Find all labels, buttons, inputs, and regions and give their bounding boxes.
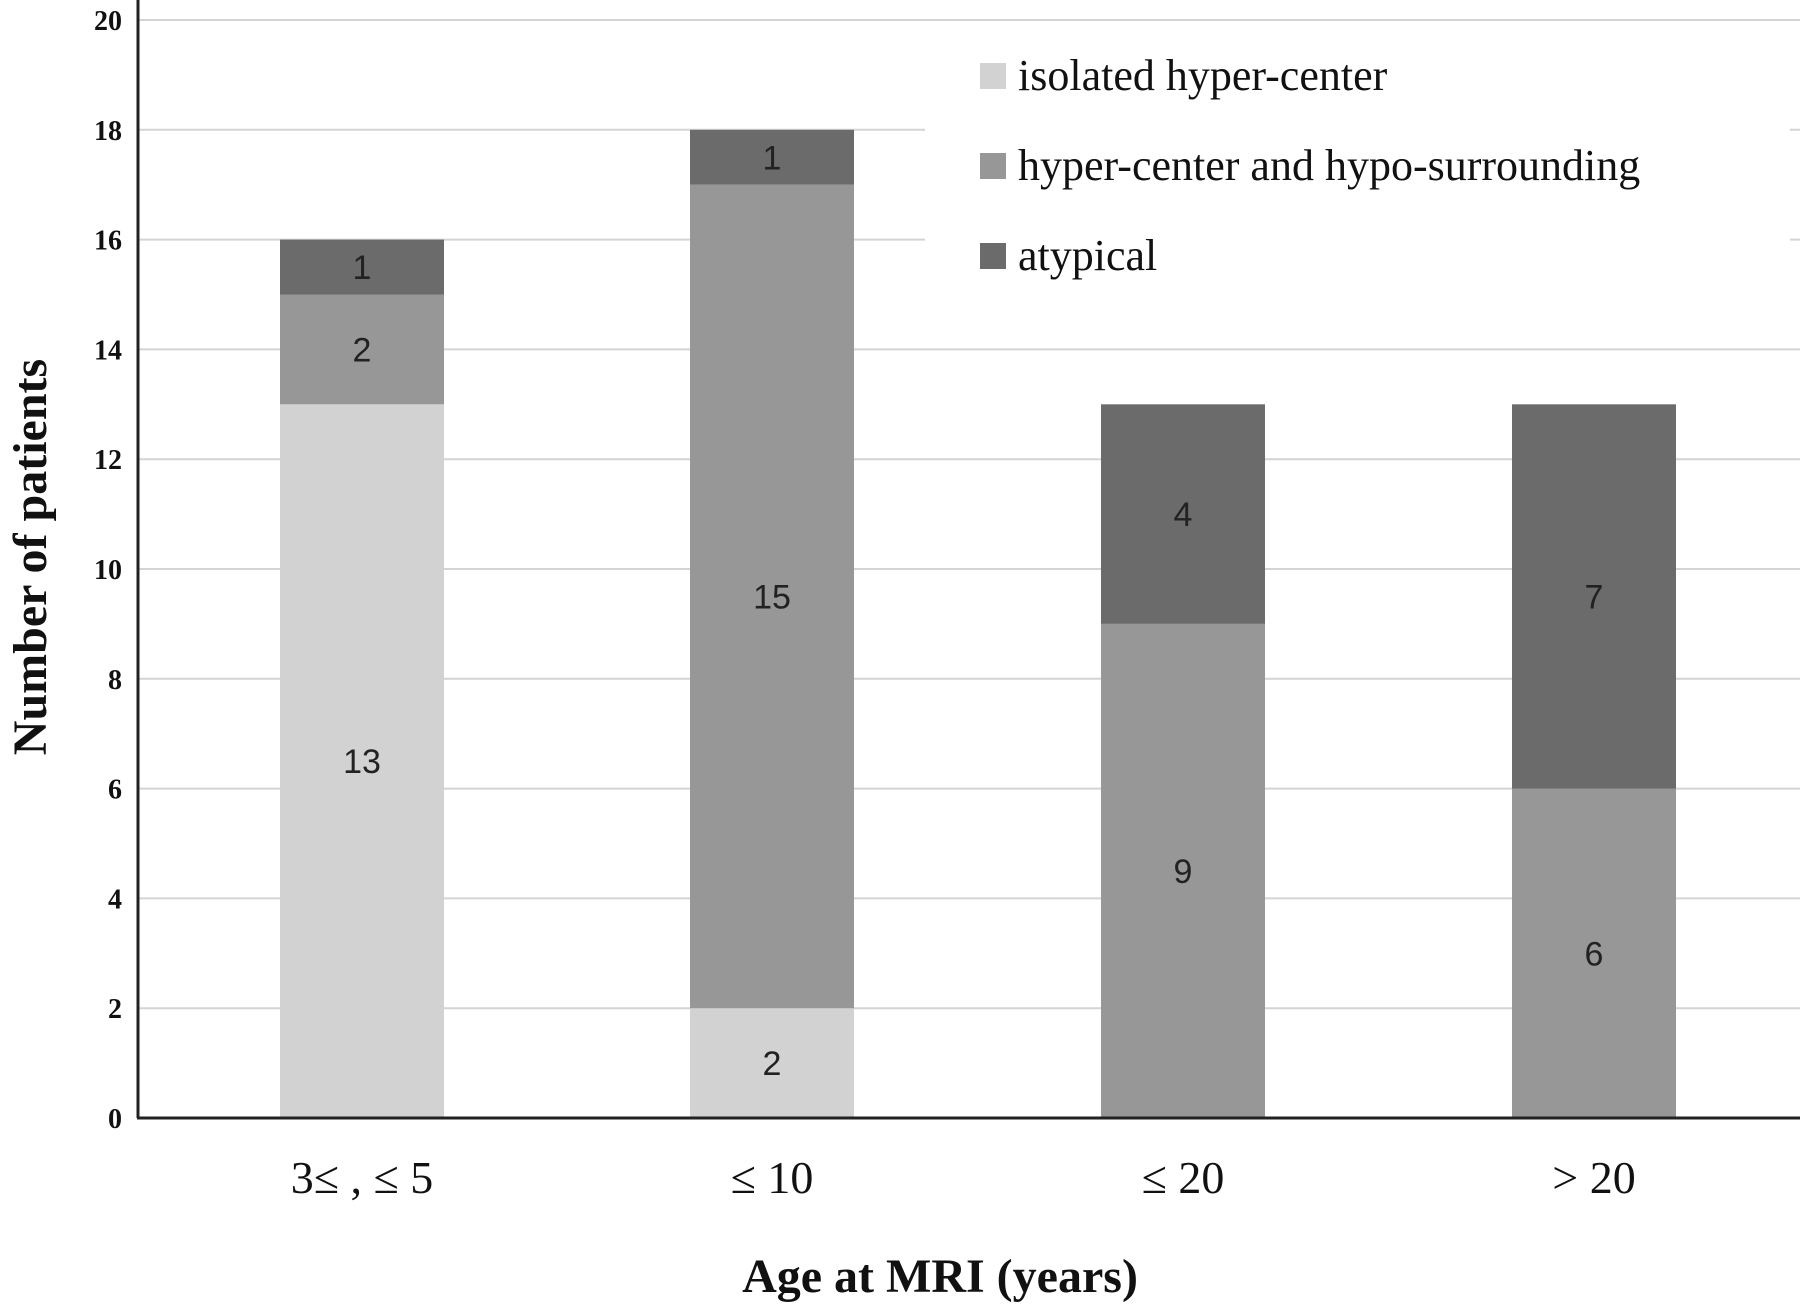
data-label: 7 [1585, 578, 1604, 616]
bar-segment-isolated-hyper-center [690, 1008, 854, 1118]
y-tick-label: 20 [94, 6, 122, 37]
data-label: 4 [1174, 496, 1193, 534]
y-tick-label: 0 [108, 1104, 122, 1135]
legend-background [925, 30, 1790, 280]
bar-segment-hyper-center-and-hypo-surrounding [1101, 623, 1265, 1118]
y-tick-label: 18 [94, 116, 122, 147]
bar-segment-hyper-center-and-hypo-surrounding [280, 294, 444, 405]
data-label: 2 [353, 331, 372, 369]
x-tick-label: ≤ 20 [1142, 1152, 1225, 1203]
bar-segment-atypical [690, 129, 854, 185]
data-label: 9 [1174, 853, 1193, 891]
x-tick-label: ≤ 10 [731, 1152, 814, 1203]
bar-segment-atypical [1512, 404, 1676, 789]
legend-swatch-atypical [980, 243, 1006, 269]
bar-segment-hyper-center-and-hypo-surrounding [1512, 788, 1676, 1118]
y-tick-labels: 0 2 4 6 8 10 12 14 16 18 20 [94, 6, 122, 1135]
y-tick-label: 6 [108, 775, 122, 806]
data-label: 15 [753, 578, 791, 616]
data-label: 1 [353, 249, 372, 287]
y-tick-label: 2 [108, 994, 122, 1025]
legend-label-atypical: atypical [1018, 231, 1157, 280]
y-tick-label: 4 [108, 884, 122, 915]
data-labels: 13 2 1 2 15 1 9 4 6 7 [343, 139, 1603, 1083]
bar-segment-isolated-hyper-center [280, 404, 444, 1118]
data-label: 13 [343, 743, 381, 781]
data-label: 2 [763, 1045, 782, 1083]
bar-segment-atypical [280, 239, 444, 295]
data-label: 6 [1585, 935, 1604, 973]
legend-swatch-isolated-hyper-center [980, 63, 1006, 89]
bar-segment-hyper-center-and-hypo-surrounding [690, 184, 854, 1009]
data-label: 1 [763, 139, 782, 177]
legend: isolated hyper-center hyper-center and hy… [925, 30, 1790, 280]
x-tick-label: > 20 [1552, 1152, 1635, 1203]
y-tick-label: 8 [108, 665, 122, 696]
legend-label-isolated-hyper-center: isolated hyper-center [1018, 51, 1388, 100]
y-axis-title: Number of patients [4, 359, 57, 755]
legend-swatch-hyper-center-and-hypo-surrounding [980, 153, 1006, 179]
x-axis-title: Age at MRI (years) [742, 1250, 1138, 1303]
y-tick-label: 10 [94, 555, 122, 586]
y-tick-label: 12 [94, 445, 122, 476]
legend-label-hyper-center-and-hypo-surrounding: hyper-center and hypo-surrounding [1018, 141, 1640, 190]
x-tick-label: 3≤ , ≤ 5 [291, 1152, 434, 1203]
bar-segment-atypical [1101, 404, 1265, 624]
y-tick-label: 16 [94, 226, 122, 257]
bars [280, 129, 1676, 1118]
y-tick-label: 14 [94, 335, 122, 366]
x-tick-labels: 3≤ , ≤ 5 ≤ 10 ≤ 20 > 20 [291, 1152, 1636, 1203]
